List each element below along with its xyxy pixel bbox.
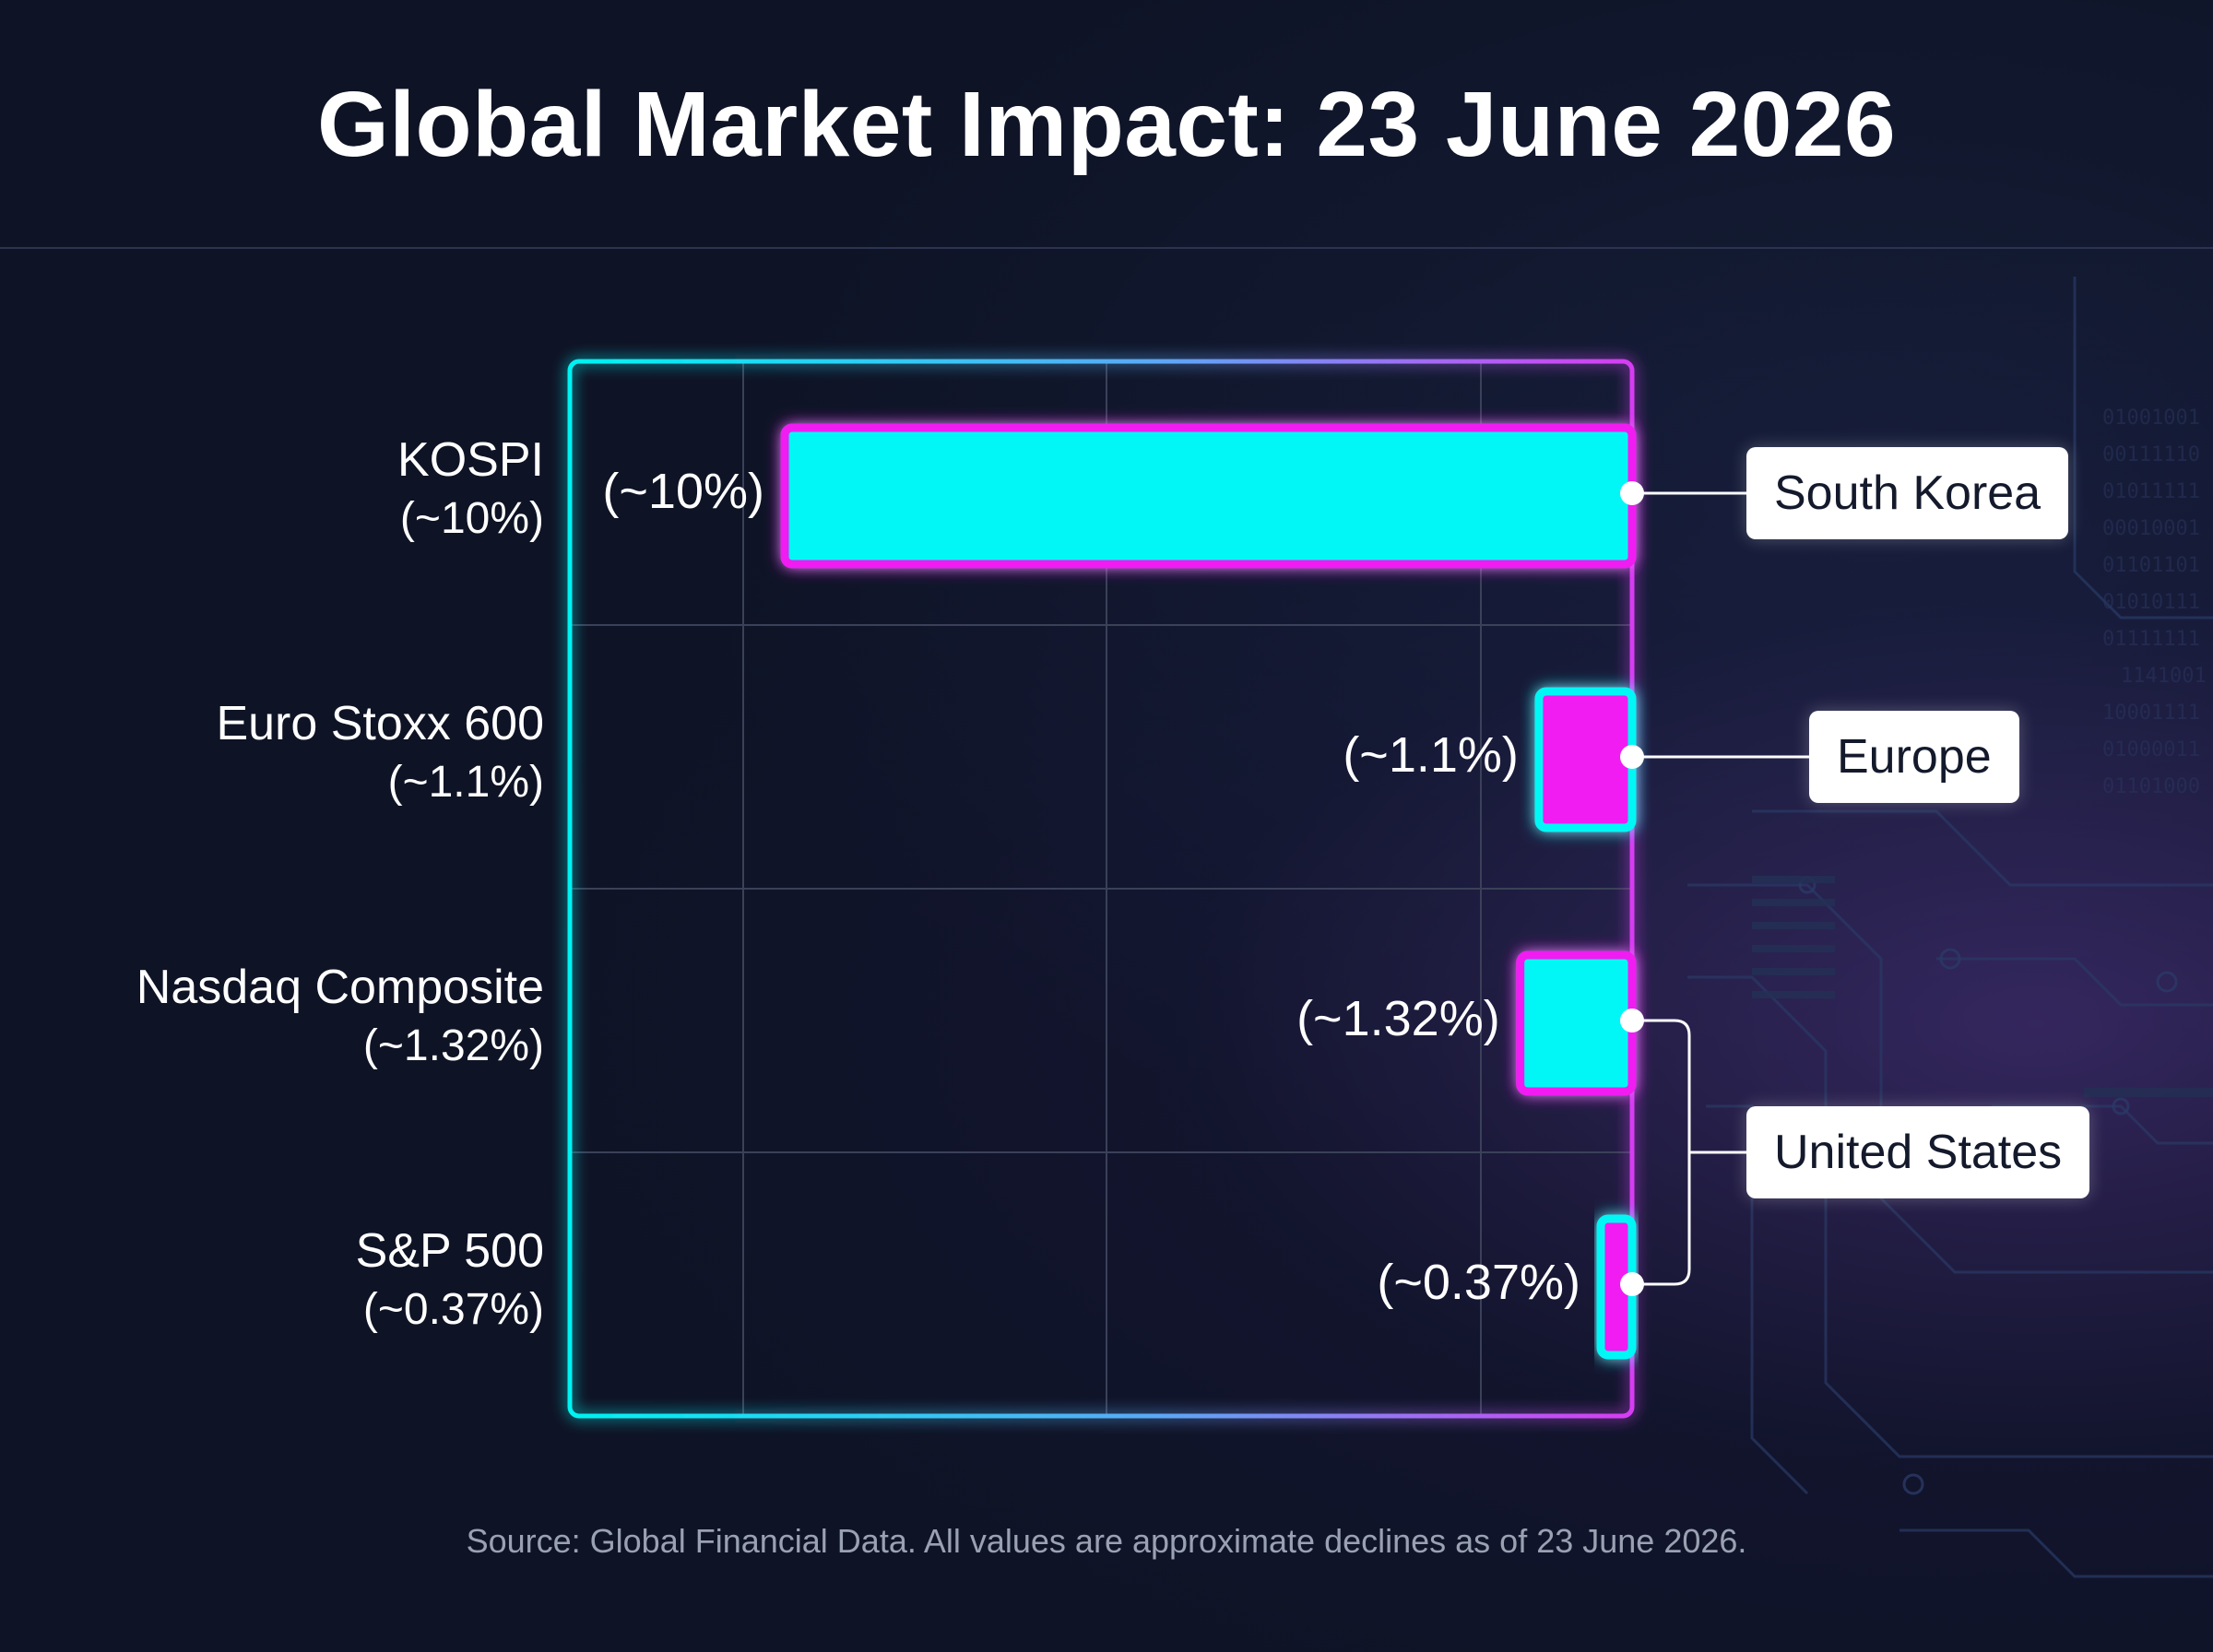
svg-text:00010001: 00010001 — [2102, 517, 2200, 540]
title-divider — [0, 247, 2213, 249]
annotation-anchor-dot — [1620, 1009, 1644, 1032]
annotation-anchor-dot — [1620, 745, 1644, 769]
bar-value-label: (~0.37%) — [1377, 1255, 1580, 1310]
svg-text:01101101: 01101101 — [2102, 554, 2200, 577]
annotation-bracket — [1632, 1019, 1746, 1286]
category-label: Euro Stoxx 600 (~1.1%) — [28, 694, 544, 812]
region-label-south-korea: South Korea — [1746, 447, 2069, 539]
bar-value-label: (~10%) — [602, 464, 764, 519]
svg-text:01001001: 01001001 — [2102, 407, 2200, 430]
svg-text:1141001: 1141001 — [2121, 665, 2207, 688]
svg-text:01101000: 01101000 — [2102, 775, 2200, 798]
bar-nasdaq-composite — [1516, 950, 1637, 1096]
region-label-europe: Europe — [1809, 711, 2019, 803]
source-note: Source: Global Financial Data. All value… — [466, 1522, 1747, 1560]
category-label: S&P 500 (~0.37%) — [28, 1221, 544, 1339]
category-name: Nasdaq Composite — [136, 961, 544, 1014]
category-label: Nasdaq Composite (~1.32%) — [28, 958, 544, 1076]
annotation-anchor-dot — [1620, 481, 1644, 505]
svg-text:10001111: 10001111 — [2102, 702, 2200, 725]
category-value: (~0.37%) — [362, 1285, 544, 1334]
bar-value-label: (~1.1%) — [1343, 727, 1519, 783]
svg-text:00111110: 00111110 — [2102, 443, 2200, 466]
bar-value-label: (~1.32%) — [1296, 991, 1500, 1046]
svg-text:01000011: 01000011 — [2102, 738, 2200, 761]
annotation-anchor-dot — [1620, 1272, 1644, 1296]
category-name: S&P 500 — [355, 1224, 544, 1278]
category-value: (~1.32%) — [362, 1021, 544, 1070]
bar-kospi — [780, 423, 1637, 569]
svg-text:01010111: 01010111 — [2102, 591, 2200, 614]
category-value: (~10%) — [399, 494, 544, 543]
category-name: Euro Stoxx 600 — [216, 697, 544, 750]
category-label: KOSPI (~10%) — [28, 431, 544, 549]
category-name: KOSPI — [397, 433, 544, 487]
plot-frame — [567, 359, 1635, 1419]
svg-text:01111111: 01111111 — [2102, 628, 2200, 651]
bar-euro-stoxx-600 — [1534, 687, 1637, 832]
svg-text:01011111: 01011111 — [2102, 480, 2200, 503]
region-label-united-states: United States — [1746, 1106, 2090, 1198]
category-value: (~1.1%) — [387, 758, 544, 807]
chart-title: Global Market Impact: 23 June 2026 — [316, 73, 1897, 176]
